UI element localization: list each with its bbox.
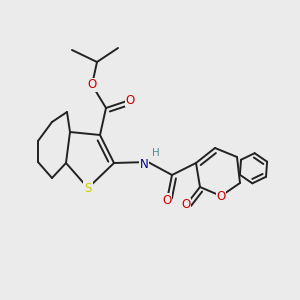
Text: O: O [216, 190, 226, 202]
Text: O: O [125, 94, 135, 106]
Text: S: S [84, 182, 92, 194]
Text: O: O [182, 199, 190, 212]
Text: O: O [162, 194, 172, 206]
Text: H: H [152, 148, 160, 158]
Text: N: N [140, 158, 148, 170]
Text: O: O [87, 79, 97, 92]
